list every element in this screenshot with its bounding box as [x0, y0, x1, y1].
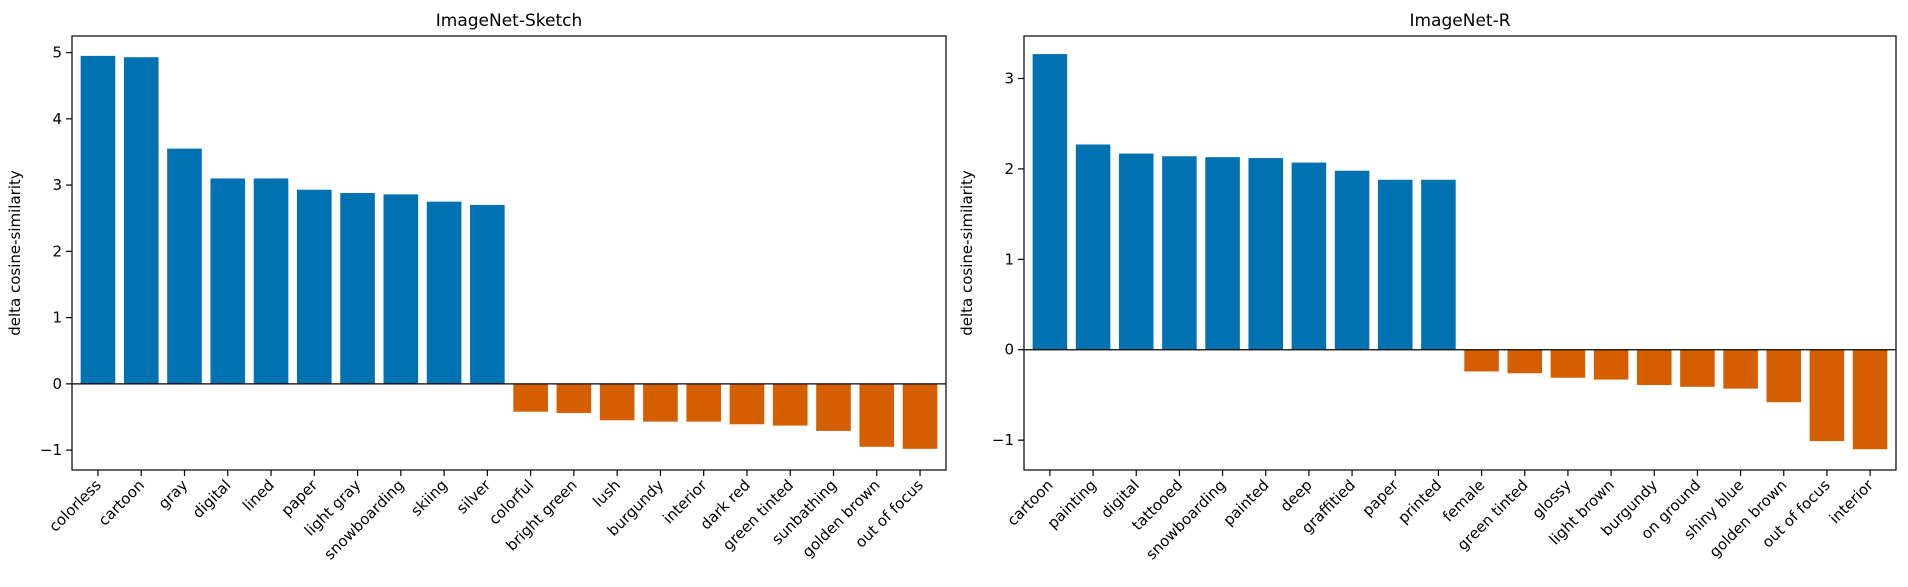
- bar-cartoon: [1032, 54, 1068, 350]
- plot-frame: [1023, 35, 1897, 471]
- y-tick-label: 1: [52, 309, 62, 327]
- x-tick-label: snowboarding: [320, 476, 407, 563]
- bar-snowboarding: [1205, 157, 1240, 350]
- bar-colorless: [80, 55, 116, 384]
- bar-on-ground: [1680, 349, 1715, 387]
- bar-golden-brown: [859, 383, 895, 447]
- y-tick-label: 0: [1004, 341, 1014, 359]
- bar-paper: [1377, 179, 1413, 350]
- x-tick-label: interior: [1826, 476, 1878, 528]
- bar-interior: [686, 383, 722, 422]
- x-tick-label: gray: [155, 476, 192, 513]
- bar-silver: [470, 204, 505, 384]
- y-tick-label: 2: [52, 242, 62, 260]
- x-tick-label: lined: [239, 476, 278, 515]
- bar-gray: [167, 148, 202, 384]
- bar-burgundy: [643, 383, 678, 422]
- x-tick-label: colorless: [45, 476, 105, 536]
- y-tick-label: 2: [1004, 160, 1014, 178]
- y-axis-label: delta cosine-similarity: [958, 170, 976, 336]
- bar-dark-red: [729, 383, 765, 425]
- bar-deep: [1291, 162, 1327, 350]
- bar-sunbathing: [816, 383, 851, 431]
- x-tick-label: lush: [589, 476, 624, 511]
- bar-green-tinted: [772, 383, 808, 426]
- y-tick-label: 1: [1004, 250, 1014, 268]
- bar-glossy: [1550, 349, 1586, 378]
- bar-light-brown: [1593, 349, 1629, 380]
- x-tick-label: skiing: [407, 476, 451, 520]
- y-tick-label: −1: [40, 441, 62, 459]
- plot-frame: [71, 35, 947, 471]
- x-tick-label: deep: [1276, 476, 1315, 515]
- bar-female: [1464, 349, 1499, 372]
- y-tick-label: 3: [52, 176, 62, 194]
- x-tick-label: printed: [1394, 476, 1445, 527]
- bar-skiing: [426, 201, 462, 384]
- x-tick-label: cartoon: [95, 476, 148, 529]
- bar-cartoon: [123, 57, 159, 384]
- bar-bright-green: [556, 383, 592, 414]
- bar-colorful: [513, 383, 548, 412]
- bar-printed: [1421, 179, 1456, 350]
- x-tick-label: digital: [189, 476, 235, 522]
- bar-green-tinted: [1507, 349, 1543, 374]
- y-tick-label: −1: [992, 431, 1014, 449]
- bar-graffitied: [1334, 170, 1370, 350]
- bar-golden-brown: [1766, 349, 1802, 403]
- y-tick-label: 5: [52, 44, 62, 62]
- y-tick-label: 0: [52, 375, 62, 393]
- bar-painted: [1248, 158, 1284, 350]
- bar-tattooed: [1162, 156, 1197, 350]
- y-tick-label: 3: [1004, 69, 1014, 87]
- bar-painting: [1075, 144, 1111, 350]
- bar-shiny-blue: [1723, 349, 1758, 389]
- bar-interior: [1852, 349, 1888, 450]
- bar-lined: [253, 178, 289, 384]
- chart-imagenet-sketch: ImageNet-Sketch delta cosine-similarity −1…: [6, 11, 947, 563]
- bar-out-of-focus: [902, 383, 938, 449]
- x-tick-label: painted: [1220, 476, 1273, 529]
- bar-digital: [210, 178, 246, 384]
- bar-digital: [1118, 153, 1154, 350]
- bar-lush: [599, 383, 635, 421]
- y-axis-label: delta cosine-similarity: [6, 170, 24, 336]
- bar-paper: [296, 189, 332, 384]
- bar-snowboarding: [383, 194, 419, 384]
- chart-title: ImageNet-Sketch: [436, 11, 583, 31]
- chart-title: ImageNet-R: [1409, 11, 1510, 31]
- bar-out-of-focus: [1809, 349, 1845, 442]
- y-tick-label: 4: [52, 110, 62, 128]
- bar-light-gray: [340, 193, 375, 384]
- bar-burgundy: [1636, 349, 1672, 386]
